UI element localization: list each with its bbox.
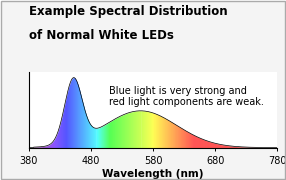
X-axis label: Wavelength (nm): Wavelength (nm) bbox=[102, 169, 204, 179]
Text: of Normal White LEDs: of Normal White LEDs bbox=[29, 29, 174, 42]
Text: Example Spectral Distribution: Example Spectral Distribution bbox=[29, 5, 227, 18]
Text: Blue light is very strong and
red light components are weak.: Blue light is very strong and red light … bbox=[110, 86, 264, 107]
